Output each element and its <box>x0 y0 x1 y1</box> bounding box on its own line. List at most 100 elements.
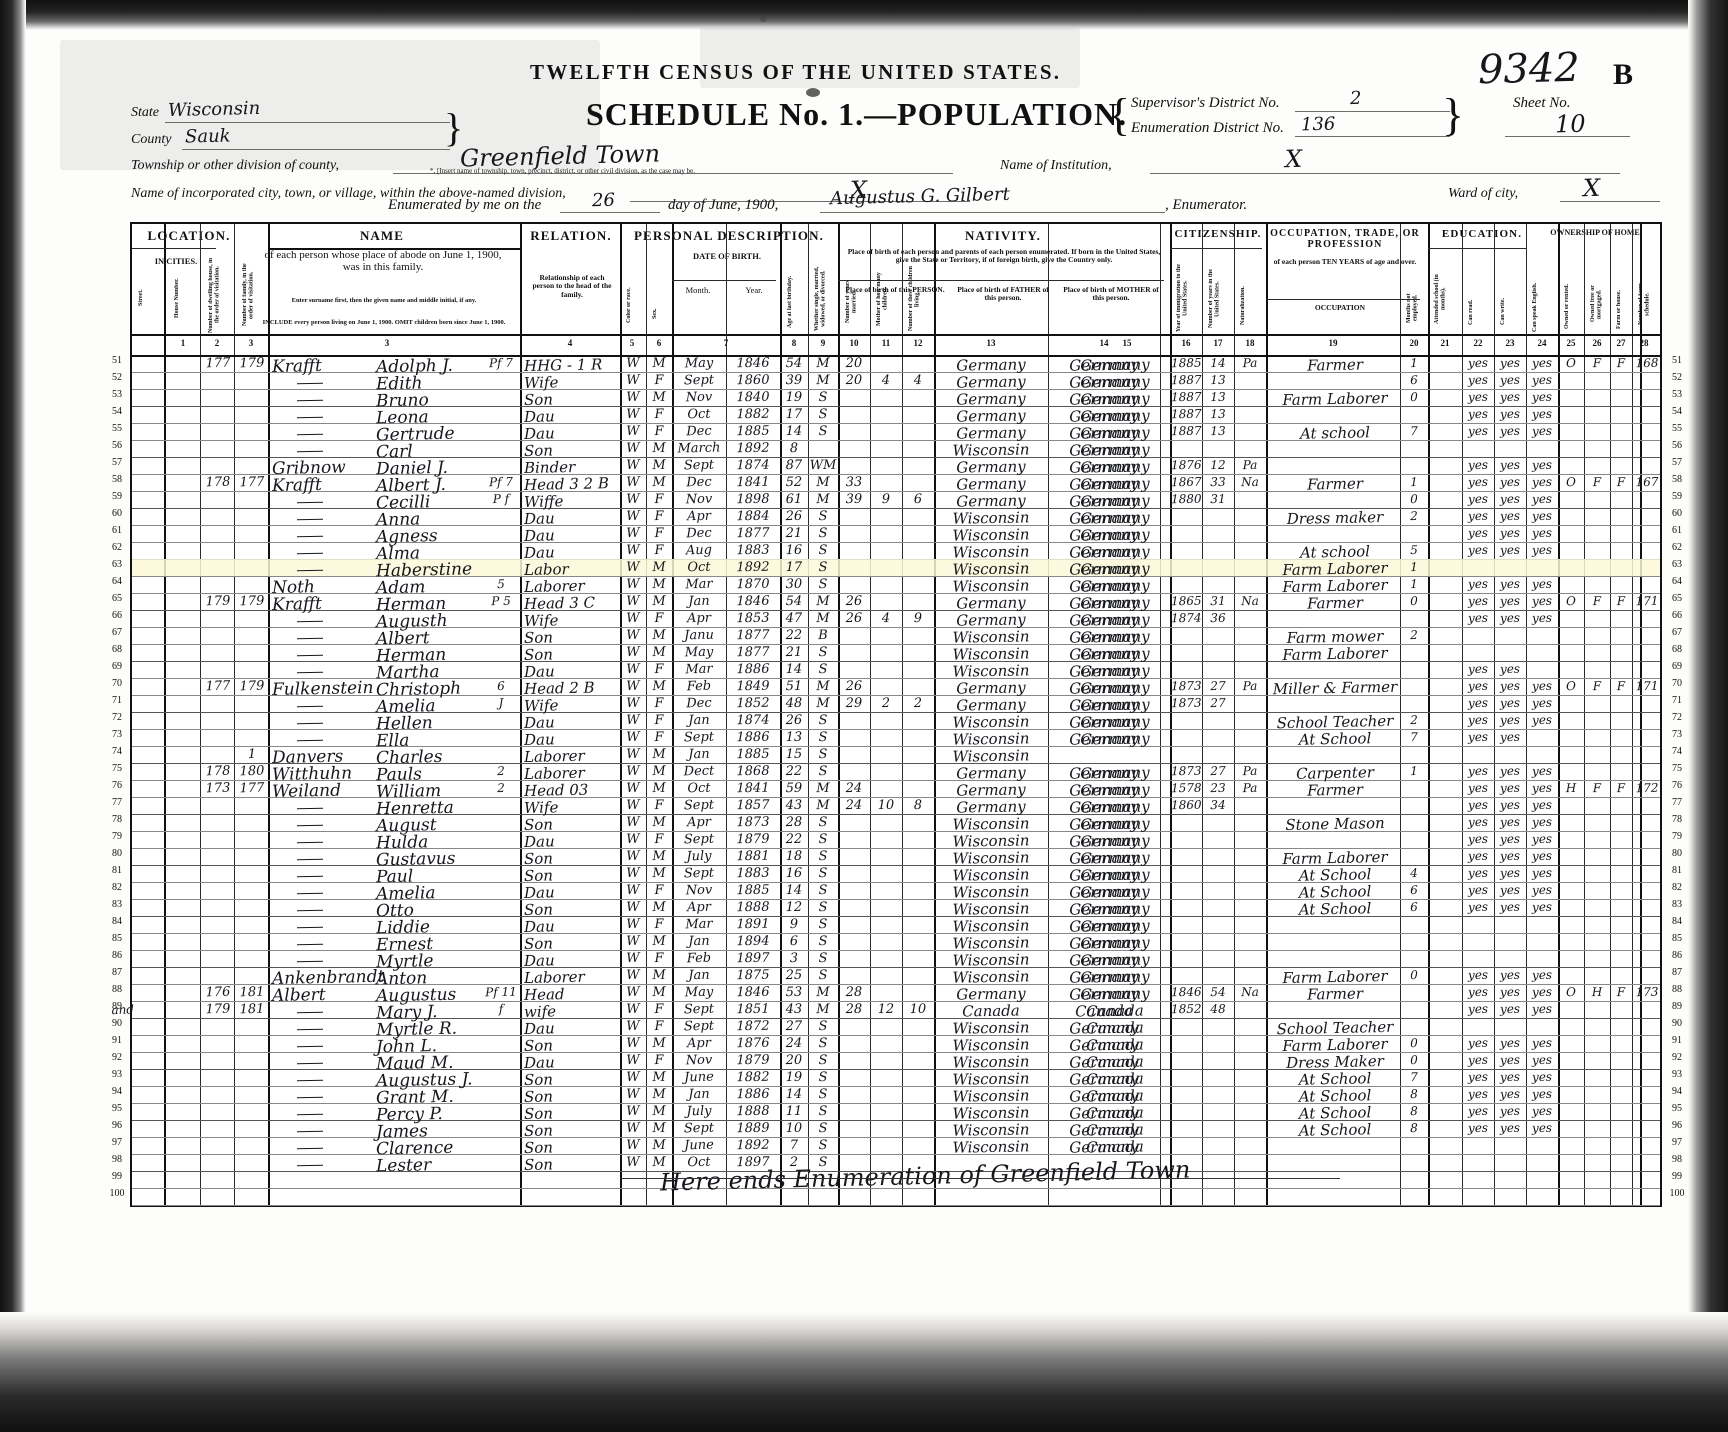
cell-free: F <box>1592 678 1602 694</box>
ditto-dash <box>296 671 324 674</box>
ditto-dash <box>296 909 324 912</box>
cell-yrs-married: 28 <box>845 1001 863 1018</box>
cell-month: Jan <box>688 746 710 763</box>
colnum-15: 15 <box>1122 338 1132 348</box>
row-number: 51 <box>1672 355 1682 366</box>
header-pob-mother: Place of birth of MOTHER of this person. <box>1063 285 1159 303</box>
cell-read: yes <box>1467 491 1489 507</box>
cell-sex: F <box>654 797 664 814</box>
sheet-no-rule <box>1505 136 1630 137</box>
cell-read: yes <box>1467 1052 1489 1068</box>
ditto-dash <box>296 1062 324 1065</box>
row-number: 83 <box>1672 899 1682 910</box>
state-rule <box>165 122 450 123</box>
cell-age: 19 <box>785 389 803 406</box>
cell-read: yes <box>1467 984 1489 1000</box>
city-rule <box>630 201 970 202</box>
cell-farm: F <box>1616 474 1626 490</box>
cell-yrs-married: 26 <box>845 593 863 610</box>
cell-race: W <box>626 474 640 491</box>
cell-mos-unemp: 0 <box>1410 593 1418 609</box>
cell-sex: M <box>652 746 666 763</box>
cell-month: Jan <box>688 933 710 950</box>
cell-month: Dec <box>686 695 712 712</box>
cell-yrs-married: 20 <box>845 355 863 372</box>
row-divider <box>132 984 1660 985</box>
cell-write: yes <box>1499 372 1521 388</box>
cell-write: yes <box>1499 661 1521 677</box>
colnum-name: 3 <box>384 338 390 348</box>
cell-farm-sched: 167 <box>1635 474 1659 490</box>
cell-english: yes <box>1531 406 1553 422</box>
cell-race: W <box>626 865 640 882</box>
cell-sex: F <box>654 916 664 933</box>
cell-month: Mar <box>685 661 713 678</box>
cell-sex: M <box>652 1035 666 1052</box>
ditto-dash <box>296 637 324 640</box>
cell-sex: F <box>654 1001 664 1018</box>
cell-yrs-us: 12 <box>1210 457 1226 473</box>
cell-english: yes <box>1531 423 1553 439</box>
cell-yrs-us: 31 <box>1210 491 1226 507</box>
cell-age: 12 <box>785 899 803 916</box>
ditto-dash <box>296 620 324 623</box>
cell-write: yes <box>1499 593 1521 609</box>
cell-sex: M <box>652 933 666 950</box>
cell-race: W <box>626 457 640 474</box>
ditto-dash <box>296 722 324 725</box>
cell-age: 14 <box>785 882 803 899</box>
cell-suffix: P 5 <box>491 593 511 609</box>
cell-ms: S <box>818 406 828 423</box>
cell-write: yes <box>1499 355 1521 371</box>
cell-month: Sept <box>683 372 715 389</box>
cell-ms: S <box>818 1052 828 1069</box>
cell-family: 179 <box>239 355 265 372</box>
row-number: 64 <box>1672 576 1682 587</box>
cell-ms: S <box>818 831 828 848</box>
scan-grime <box>700 28 1080 88</box>
cell-natur: Pa <box>1242 678 1258 694</box>
vlabel-attended-school: Attended school (in months). <box>1434 274 1447 324</box>
cell-write: yes <box>1499 1103 1521 1119</box>
cell-immig: 1887 <box>1170 423 1202 439</box>
cell-dwelling: 179 <box>205 1001 231 1018</box>
cell-ms: M <box>816 984 830 1001</box>
row-number: 87 <box>112 967 122 978</box>
cell-sex: F <box>654 525 664 542</box>
supervisor-district-label: Supervisor's District No. <box>1131 95 1280 111</box>
cell-race: W <box>626 933 640 950</box>
cell-yrs-married: 29 <box>845 695 863 712</box>
cell-race: W <box>626 406 640 423</box>
row-number: 62 <box>112 542 122 553</box>
cell-year: 1846 <box>736 355 770 372</box>
cell-month: Nov <box>685 491 713 508</box>
cell-write: yes <box>1499 967 1521 983</box>
cell-ms: S <box>818 508 828 525</box>
row-number: 94 <box>1672 1086 1682 1097</box>
cell-read: yes <box>1467 661 1489 677</box>
cell-read: yes <box>1467 967 1489 983</box>
cell-occupation: Farmer <box>1306 355 1364 375</box>
row-number: 58 <box>112 474 122 485</box>
cell-month: Apr <box>686 508 712 525</box>
row-number: 99 <box>112 1171 122 1182</box>
cell-yrs-us: 27 <box>1210 695 1226 711</box>
row-number: 99 <box>1672 1171 1682 1182</box>
row-divider <box>132 763 1660 764</box>
cell-month: Nov <box>685 882 713 899</box>
row-number: 89 <box>112 1001 122 1012</box>
cell-month: Jan <box>688 967 710 984</box>
ditto-dash <box>296 705 324 708</box>
cell-yrs-us: 14 <box>1210 355 1226 371</box>
cell-sex: M <box>652 457 666 474</box>
ditto-dash <box>296 824 324 827</box>
row-number: 56 <box>112 440 122 451</box>
cell-ms: S <box>818 644 828 661</box>
vlabel-house-number: House Number. <box>174 278 180 318</box>
cell-sex: F <box>654 1018 664 1035</box>
cell-write: yes <box>1499 729 1521 745</box>
cell-year: 1892 <box>736 440 770 457</box>
cell-month: Oct <box>687 559 711 576</box>
cell-write: yes <box>1499 797 1521 813</box>
cell-read: yes <box>1467 780 1489 796</box>
